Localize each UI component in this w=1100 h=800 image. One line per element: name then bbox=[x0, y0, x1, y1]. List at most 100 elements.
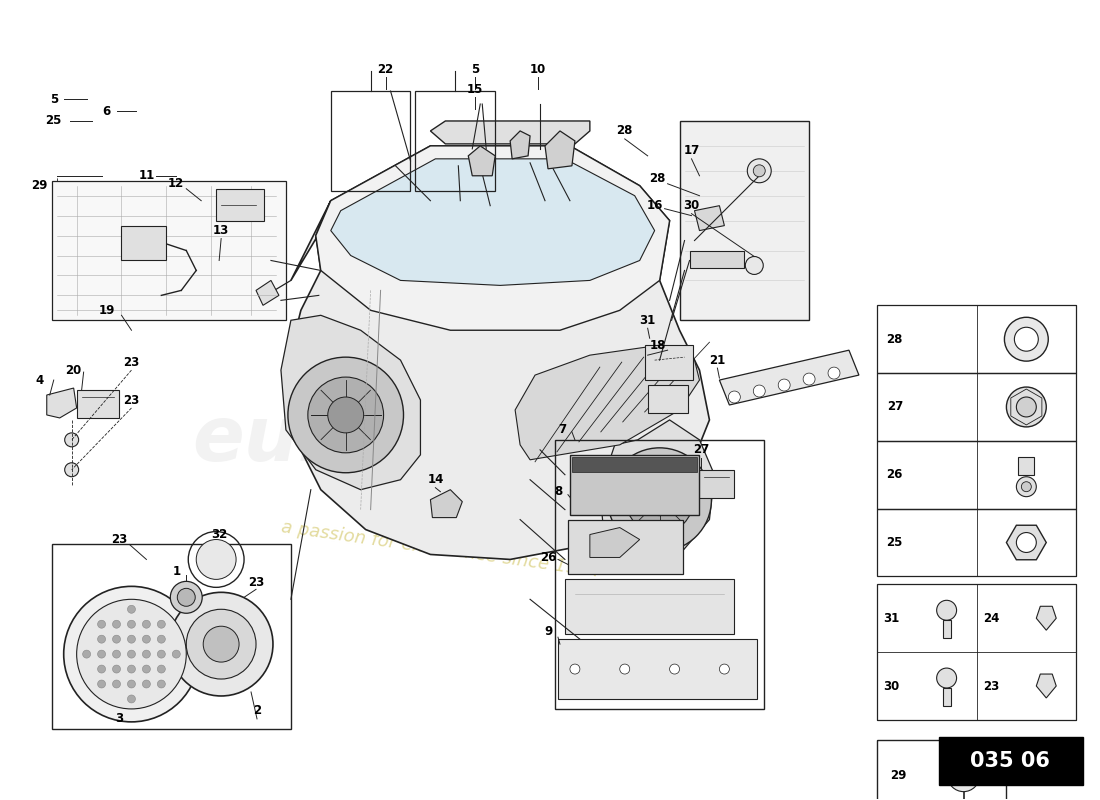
Circle shape bbox=[1016, 477, 1036, 497]
Text: 10: 10 bbox=[530, 62, 547, 76]
Text: 13: 13 bbox=[213, 224, 229, 237]
Circle shape bbox=[128, 620, 135, 628]
Text: 31: 31 bbox=[883, 612, 900, 625]
Text: 7: 7 bbox=[558, 423, 566, 436]
Circle shape bbox=[98, 635, 106, 643]
Bar bbox=[645, 345, 693, 380]
Text: 16: 16 bbox=[647, 199, 663, 212]
Bar bbox=[121, 226, 166, 261]
Bar bbox=[572, 457, 697, 472]
Circle shape bbox=[177, 588, 195, 606]
Bar bbox=[331, 91, 410, 190]
Circle shape bbox=[186, 610, 256, 679]
Circle shape bbox=[728, 391, 740, 403]
Circle shape bbox=[644, 484, 675, 515]
Circle shape bbox=[98, 665, 106, 673]
Polygon shape bbox=[590, 527, 640, 558]
Bar bbox=[570, 455, 700, 514]
Circle shape bbox=[157, 620, 165, 628]
Circle shape bbox=[169, 592, 273, 696]
Circle shape bbox=[778, 379, 790, 391]
Text: 25: 25 bbox=[887, 536, 903, 549]
Bar bbox=[977, 441, 1076, 509]
Circle shape bbox=[670, 664, 680, 674]
Circle shape bbox=[128, 695, 135, 703]
Bar bbox=[568, 519, 682, 574]
Polygon shape bbox=[1036, 606, 1056, 630]
Circle shape bbox=[937, 668, 957, 688]
Circle shape bbox=[128, 665, 135, 673]
Text: a passion for excellence since 1964: a passion for excellence since 1964 bbox=[279, 518, 601, 581]
Circle shape bbox=[142, 665, 151, 673]
Circle shape bbox=[608, 448, 712, 551]
Text: 29: 29 bbox=[32, 179, 48, 192]
Circle shape bbox=[98, 620, 106, 628]
Polygon shape bbox=[694, 206, 725, 230]
Text: 30: 30 bbox=[883, 679, 900, 693]
Text: 8: 8 bbox=[553, 485, 562, 498]
Circle shape bbox=[1004, 318, 1048, 361]
Text: 15: 15 bbox=[468, 82, 483, 95]
Circle shape bbox=[754, 165, 766, 177]
Text: 26: 26 bbox=[887, 468, 903, 482]
Bar bbox=[977, 306, 1076, 373]
Text: 27: 27 bbox=[887, 401, 903, 414]
Circle shape bbox=[64, 586, 199, 722]
Circle shape bbox=[112, 650, 121, 658]
Bar bbox=[648, 385, 688, 413]
Text: 28: 28 bbox=[617, 125, 632, 138]
Bar bbox=[877, 306, 1076, 373]
Bar bbox=[217, 189, 264, 221]
Bar bbox=[565, 579, 735, 634]
Circle shape bbox=[754, 385, 766, 397]
Circle shape bbox=[128, 606, 135, 614]
Circle shape bbox=[128, 680, 135, 688]
Text: 4: 4 bbox=[35, 374, 44, 386]
Polygon shape bbox=[331, 159, 654, 286]
Polygon shape bbox=[719, 350, 859, 405]
Circle shape bbox=[1016, 397, 1036, 417]
Circle shape bbox=[112, 665, 121, 673]
Bar bbox=[877, 509, 1076, 576]
Circle shape bbox=[947, 760, 979, 792]
Polygon shape bbox=[544, 131, 575, 169]
Circle shape bbox=[112, 680, 121, 688]
Text: 25: 25 bbox=[45, 114, 62, 127]
Bar bbox=[938, 737, 1084, 785]
Circle shape bbox=[308, 377, 384, 453]
Bar bbox=[690, 250, 745, 269]
Polygon shape bbox=[430, 490, 462, 518]
Circle shape bbox=[170, 582, 202, 614]
Text: 26: 26 bbox=[540, 551, 557, 564]
Text: 21: 21 bbox=[710, 354, 726, 366]
Bar bbox=[977, 509, 1076, 576]
Circle shape bbox=[626, 466, 693, 534]
Text: 23: 23 bbox=[123, 394, 140, 406]
Bar bbox=[556, 440, 764, 709]
Circle shape bbox=[828, 367, 840, 379]
Circle shape bbox=[112, 635, 121, 643]
Text: 18: 18 bbox=[649, 338, 666, 352]
Bar bbox=[877, 441, 1076, 509]
Text: 5: 5 bbox=[471, 62, 480, 76]
Circle shape bbox=[65, 462, 78, 477]
Circle shape bbox=[157, 650, 165, 658]
Bar bbox=[52, 181, 286, 320]
Text: 23: 23 bbox=[248, 576, 264, 589]
Bar bbox=[877, 373, 1076, 441]
Polygon shape bbox=[1036, 674, 1056, 698]
Circle shape bbox=[142, 680, 151, 688]
Circle shape bbox=[196, 539, 236, 579]
Text: 12: 12 bbox=[168, 178, 185, 190]
Polygon shape bbox=[600, 420, 714, 565]
Bar bbox=[52, 545, 290, 729]
Polygon shape bbox=[316, 146, 670, 330]
Polygon shape bbox=[515, 345, 700, 460]
Circle shape bbox=[157, 665, 165, 673]
Circle shape bbox=[82, 650, 90, 658]
Circle shape bbox=[1022, 482, 1032, 492]
Bar bbox=[977, 584, 1076, 720]
Circle shape bbox=[328, 397, 364, 433]
Text: 20: 20 bbox=[66, 364, 81, 377]
Polygon shape bbox=[1019, 457, 1034, 474]
